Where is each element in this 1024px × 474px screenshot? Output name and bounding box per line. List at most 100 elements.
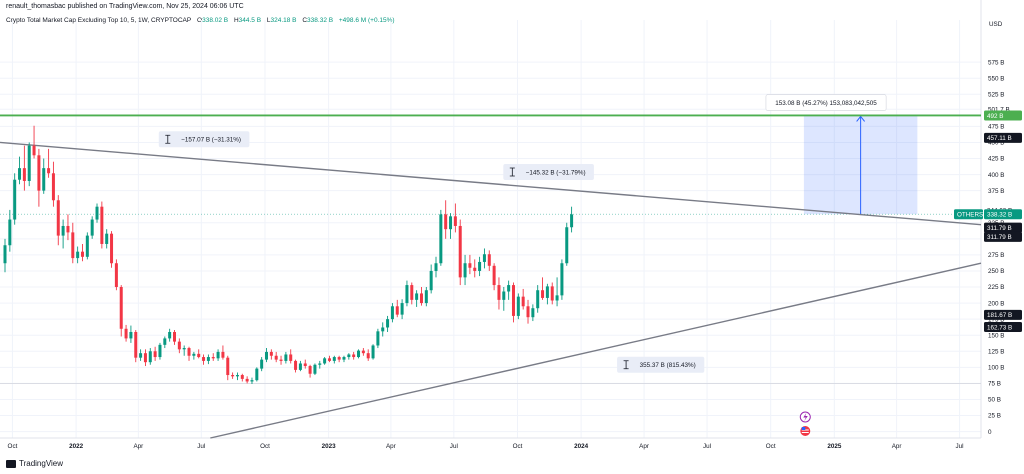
candle-body — [27, 145, 31, 181]
candle-body — [303, 363, 307, 367]
tradingview-brand: TradingView — [19, 459, 64, 468]
candle-body — [211, 357, 215, 359]
candle-body — [502, 291, 506, 300]
measure-label-box — [765, 94, 887, 111]
measure-label: −145.32 B (−31.79%) — [526, 169, 586, 176]
candle-body — [313, 364, 317, 374]
candle-body — [424, 290, 428, 304]
candle-body — [468, 263, 472, 268]
price-tag-text: 311.79 B — [987, 234, 1012, 241]
candle-body — [143, 353, 147, 363]
y-tick-label: 225 B — [988, 284, 1004, 291]
candle-body — [550, 286, 554, 301]
candle-body — [439, 214, 443, 264]
candle-body — [298, 363, 302, 370]
price-tag — [984, 110, 1022, 121]
candle-body — [3, 245, 7, 264]
candle-body — [507, 285, 511, 292]
candle-body — [511, 285, 515, 316]
x-tick-label: Jul — [450, 443, 458, 450]
candle-body — [124, 328, 128, 339]
close-label: C — [302, 17, 308, 24]
candle-body — [153, 351, 157, 358]
candle-body — [337, 357, 341, 360]
candle-body — [129, 331, 133, 339]
x-tick-label: Jul — [703, 443, 711, 450]
candle-body — [415, 293, 419, 300]
candle-body — [42, 168, 46, 191]
candle-body — [114, 263, 118, 288]
candle-body — [545, 286, 549, 298]
tradingview-logo[interactable]: TradingView — [6, 459, 63, 468]
candle-body — [85, 235, 89, 257]
candle-body — [240, 375, 244, 379]
x-tick-label: Jul — [956, 443, 964, 450]
candle-body — [37, 155, 41, 191]
y-tick-label: 200 B — [988, 300, 1004, 307]
candle-body — [119, 287, 123, 329]
candle-body — [284, 354, 288, 361]
candle-body — [110, 233, 114, 264]
candle-body — [419, 293, 423, 304]
open-label: O — [197, 17, 203, 24]
lightning-glyph — [803, 413, 808, 421]
measure-label: 153.08 B (45.27%) 153,083,042,505 — [775, 100, 877, 107]
y-tick-label: 25 B — [988, 413, 1001, 420]
x-tick-label: Oct — [8, 443, 18, 450]
low-label: L — [266, 17, 271, 24]
candle-body — [570, 214, 574, 228]
x-tick-label: Oct — [513, 443, 523, 450]
target-arrow-head — [856, 115, 866, 122]
y-tick-label: 575 B — [988, 59, 1004, 66]
candle-body — [536, 290, 540, 309]
x-tick-label: 2022 — [69, 443, 84, 450]
symbol-tag — [954, 209, 983, 220]
candle-body — [482, 254, 486, 262]
y-tick-label: 50 B — [988, 397, 1001, 404]
candle-body — [13, 179, 17, 220]
flag-canton — [801, 427, 806, 430]
candle-body — [221, 351, 225, 358]
price-tag — [984, 322, 1022, 333]
y-tick-label: 125 B — [988, 348, 1004, 355]
symbol-title: Crypto Total Market Cap Excluding Top 10… — [6, 17, 192, 24]
price-tag — [984, 209, 1022, 220]
flag-stripe — [801, 432, 809, 433]
candle-body — [289, 354, 293, 361]
candle-body — [245, 378, 249, 382]
candle-body — [265, 351, 269, 360]
candle-body — [376, 331, 380, 346]
open-value: 338.02 B — [202, 17, 229, 24]
candle-body — [516, 296, 520, 316]
price-tag — [984, 309, 1022, 320]
candle-body — [371, 345, 375, 359]
price-tag-text: 162.73 B — [987, 324, 1012, 331]
y-tick-label: 100 B — [988, 365, 1004, 372]
y-tick-label: 425 B — [988, 156, 1004, 163]
candle-body — [197, 353, 201, 358]
candle-body — [352, 354, 356, 358]
x-tick-label: Oct — [766, 443, 776, 450]
candle-body — [453, 216, 457, 226]
candle-body — [182, 348, 186, 350]
x-tick-label: 2023 — [322, 443, 337, 450]
publisher-line: renault_thomasbac published on TradingVi… — [6, 3, 244, 10]
candle-body — [90, 219, 94, 236]
candle-body — [134, 331, 138, 358]
candle-body — [202, 357, 206, 361]
candle-body — [61, 225, 65, 236]
candle-body — [148, 351, 152, 363]
price-tag-text: 457.11 B — [987, 135, 1012, 142]
candle-body — [487, 254, 491, 266]
trendline-resistance — [0, 141, 982, 226]
candle-body — [308, 366, 312, 374]
price-tag-text: 181.67 B — [987, 312, 1012, 319]
candle-body — [163, 338, 167, 345]
candle-body — [100, 206, 104, 244]
price-tag — [984, 231, 1022, 242]
candle-body — [274, 355, 278, 360]
price-axis-currency: USD — [989, 21, 1003, 28]
y-tick-label: 400 B — [988, 172, 1004, 179]
candle-body — [405, 285, 409, 304]
